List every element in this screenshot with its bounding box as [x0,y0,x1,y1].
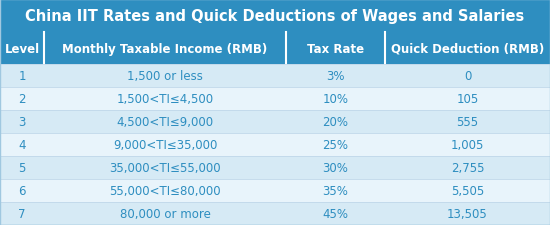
Text: 5: 5 [18,161,26,174]
Bar [0,110,550,133]
Text: 2,755: 2,755 [451,161,484,174]
Bar [0,87,550,110]
Text: Quick Deduction (RMB): Quick Deduction (RMB) [391,42,544,55]
Bar [0,133,550,156]
Bar [0,64,550,87]
Text: 3: 3 [18,115,26,128]
Text: 555: 555 [456,115,478,128]
Text: 9,000<TI≤35,000: 9,000<TI≤35,000 [113,138,217,151]
Text: 1: 1 [18,69,26,82]
Text: 7: 7 [18,207,26,220]
Text: 1,500 or less: 1,500 or less [127,69,203,82]
Text: 30%: 30% [322,161,349,174]
Text: 1,500<TI≤4,500: 1,500<TI≤4,500 [117,92,213,105]
Text: 4: 4 [18,138,26,151]
Text: 55,000<TI≤80,000: 55,000<TI≤80,000 [109,184,221,197]
Bar [0,179,550,202]
Text: Level: Level [4,42,40,55]
Text: 105: 105 [456,92,478,105]
Text: 6: 6 [18,184,26,197]
Text: China IIT Rates and Quick Deductions of Wages and Salaries: China IIT Rates and Quick Deductions of … [25,9,525,24]
Text: 4,500<TI≤9,000: 4,500<TI≤9,000 [117,115,213,128]
Text: 80,000 or more: 80,000 or more [119,207,211,220]
Text: 2: 2 [18,92,26,105]
Text: 35,000<TI≤55,000: 35,000<TI≤55,000 [109,161,221,174]
Text: 3%: 3% [326,69,345,82]
Bar [0,33,550,64]
Text: 10%: 10% [322,92,349,105]
Text: 1,005: 1,005 [451,138,484,151]
Text: 35%: 35% [322,184,349,197]
Text: Tax Rate: Tax Rate [307,42,364,55]
Text: 45%: 45% [322,207,349,220]
Text: 25%: 25% [322,138,349,151]
Text: 20%: 20% [322,115,349,128]
Text: 13,505: 13,505 [447,207,488,220]
Bar [0,0,550,33]
Text: 0: 0 [464,69,471,82]
Text: 5,505: 5,505 [451,184,484,197]
Bar [0,156,550,179]
Bar [0,202,550,225]
Text: Monthly Taxable Income (RMB): Monthly Taxable Income (RMB) [62,42,268,55]
